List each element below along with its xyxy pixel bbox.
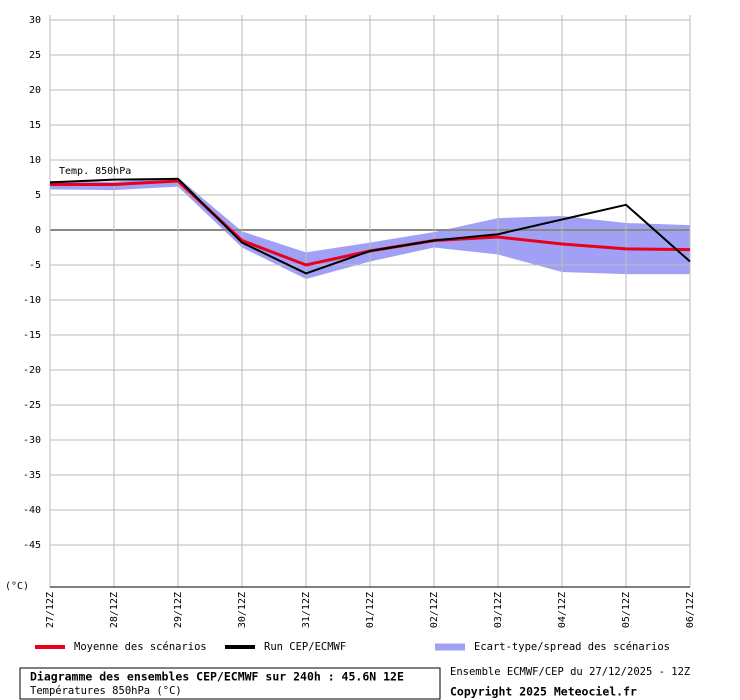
y-tick-label: -10 [23, 295, 41, 306]
x-tick-label: 06/12Z [685, 592, 696, 628]
y-tick-label: -30 [23, 435, 41, 446]
chart-subtitle: Températures 850hPa (°C) [30, 685, 182, 697]
y-tick-label: -35 [23, 470, 41, 481]
source: Ensemble ECMWF/CEP du 27/12/2025 - 12Z [450, 666, 690, 678]
x-tick-label: 31/12Z [301, 592, 312, 628]
y-unit: (°C) [5, 581, 29, 592]
x-tick-label: 29/12Z [173, 592, 184, 628]
series-line [49, 177, 691, 275]
annotation: Temp. 850hPa [59, 166, 131, 177]
y-tick-label: -45 [23, 540, 41, 551]
y-tick-label: 15 [29, 120, 41, 131]
chart-title: Diagramme des ensembles CEP/ECMWF sur 24… [30, 670, 404, 684]
y-tick-label: 10 [29, 155, 41, 166]
x-tick-label: 04/12Z [557, 592, 568, 628]
spread-band [50, 177, 690, 279]
y-tick-label: 25 [29, 50, 41, 61]
x-tick-label: 28/12Z [109, 592, 120, 628]
x-tick-label: 02/12Z [429, 592, 440, 628]
plot [49, 15, 691, 588]
x-tick-label: 27/12Z [45, 592, 56, 628]
y-tick-label: -5 [29, 260, 41, 271]
title-box [19, 667, 441, 700]
x-tick-label: 03/12Z [493, 592, 504, 628]
y-tick-label: 0 [35, 225, 41, 236]
y-tick-label: -25 [23, 400, 41, 411]
x-tick-label: 05/12Z [621, 592, 632, 628]
y-tick-label: 20 [29, 85, 41, 96]
y-tick-label: -15 [23, 330, 41, 341]
y-tick-label: 30 [29, 15, 41, 26]
copyright: Copyright 2025 Meteociel.fr [450, 685, 637, 699]
y-tick-label: -40 [23, 505, 41, 516]
legend-label: Moyenne des scénarios [74, 641, 207, 653]
legend-label: Run CEP/ECMWF [264, 641, 346, 653]
x-tick-label: 30/12Z [237, 592, 248, 628]
y-tick-label: -20 [23, 365, 41, 376]
y-tick-label: 5 [35, 190, 41, 201]
legend-label: Ecart-type/spread des scénarios [474, 641, 670, 653]
x-tick-label: 01/12Z [365, 592, 376, 628]
